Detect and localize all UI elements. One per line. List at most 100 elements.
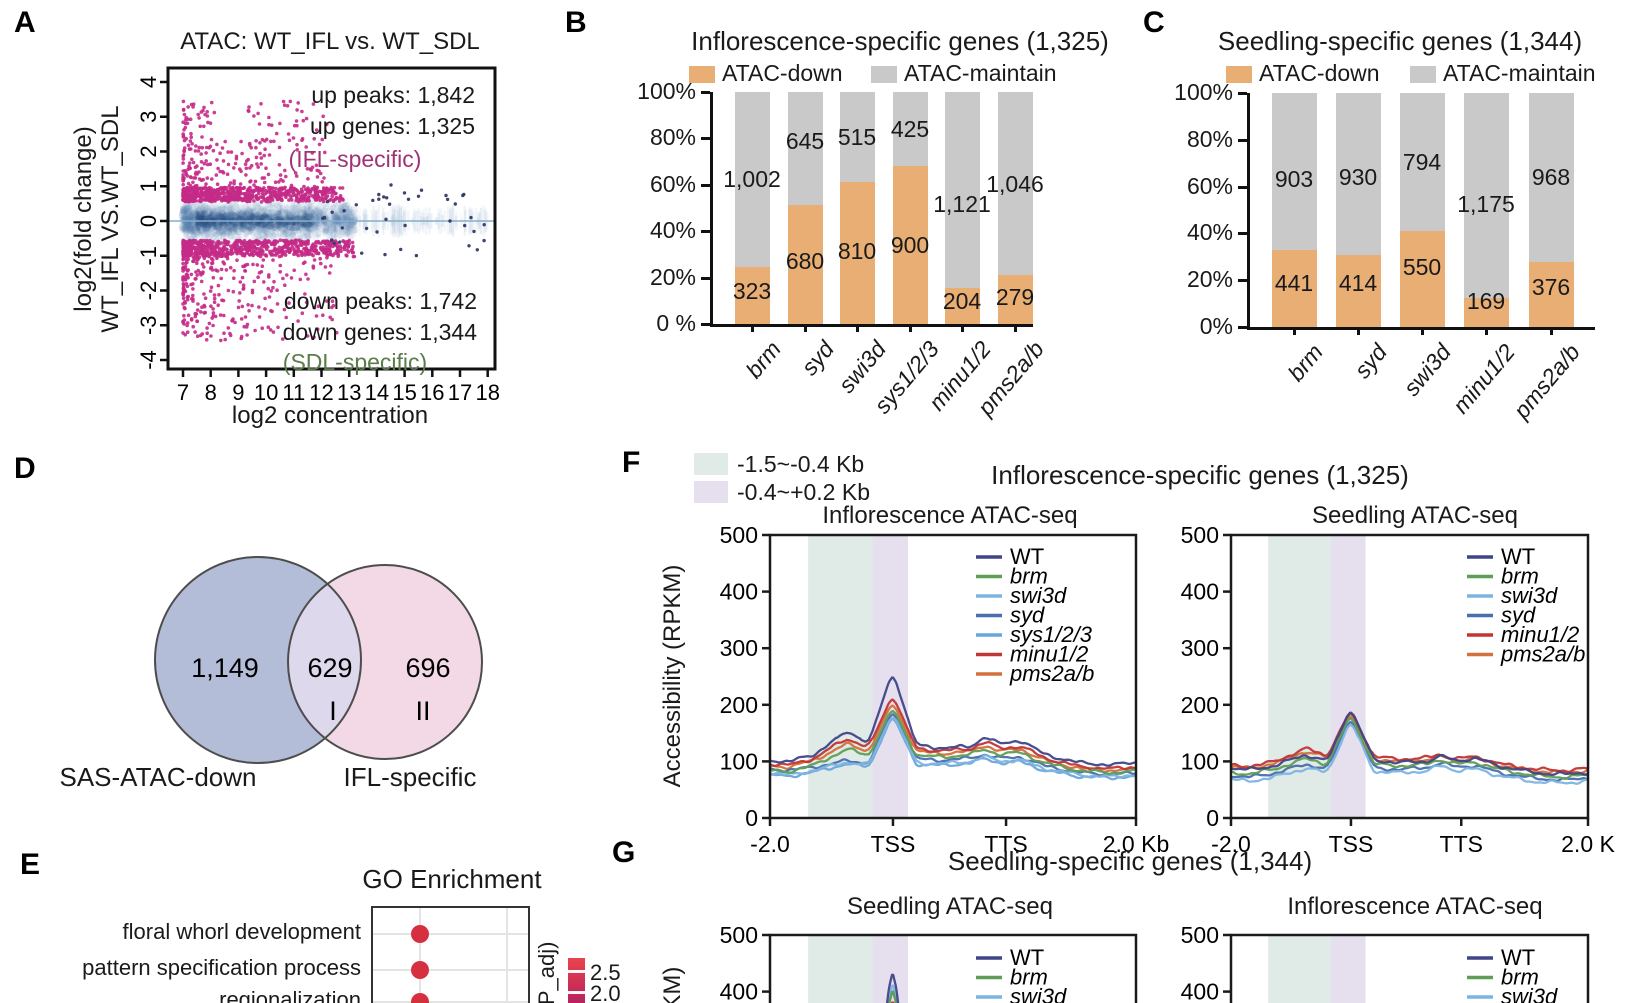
metaplot-x-tick-label: 2.0 K (1561, 831, 1615, 857)
bar-maintain-segment (944, 92, 980, 289)
y-tick (1238, 326, 1247, 329)
x-tick (961, 324, 964, 332)
legend-label-swi3d: swi3d (1501, 984, 1558, 1003)
bar-maintain-segment (1463, 93, 1509, 298)
bar-down-value: 810 (837, 238, 877, 264)
y-tick (1238, 279, 1247, 283)
metaplot-border (768, 933, 1138, 1003)
ma-right-sparse-points (321, 183, 486, 258)
metaplot-x-tick-label: -2.0 (1211, 831, 1251, 857)
band-tss-swatch (694, 481, 728, 503)
x-tick (751, 324, 754, 332)
y-tick (1238, 232, 1247, 236)
metaplot-y-tick-label: 400 (720, 979, 758, 1003)
bar-maintain-value: 930 (1338, 164, 1378, 190)
go-plot-box (371, 906, 530, 1003)
ma-y-tick-label: -3 (136, 315, 161, 335)
go-gridline-horizontal (373, 969, 528, 971)
x-tick (1485, 327, 1488, 335)
y-tick-label: 60% (649, 170, 696, 197)
y-tick-label: 20% (1186, 266, 1233, 293)
legend-label-pms2a/b: pms2a/b (1500, 642, 1585, 667)
venn-overlap-region (288, 565, 361, 759)
metaplot-border (1229, 533, 1590, 820)
metaplot-f-left: 500 400 300 200 100 0-2.0 TSS TTS 2.0 Kb WTbrmswi… (720, 522, 1170, 857)
bar-maintain-value: 1,121 (933, 191, 991, 217)
legend-label-minu1/2: minu1/2 (1010, 642, 1088, 667)
legend-label-WT: WT (1010, 945, 1044, 970)
legend-label-minu1/2: minu1/2 (1501, 622, 1579, 647)
ma-y-tick-label: 0 (136, 215, 161, 227)
bar-maintain-segment (787, 92, 823, 205)
x-tick (804, 324, 807, 332)
y-tick (1238, 92, 1247, 95)
go-gridline-vertical (506, 908, 508, 1003)
bar-down-segment (997, 275, 1033, 324)
legend-label-WT: WT (1501, 544, 1535, 569)
metaplot-f-right: 500 400 300 200 100 0-2.0 TSS TTS 2.0 K WTbrmswi3… (1181, 522, 1616, 857)
shaded-band (1268, 935, 1331, 1003)
atac-down-legend-c: ATAC-down (1259, 60, 1380, 86)
shaded-band (1330, 535, 1366, 818)
panel-label-f: F (622, 446, 641, 479)
bar-down-segment (892, 166, 928, 324)
series-line-brm (770, 710, 1136, 775)
legend-label-sys1/2/3: sys1/2/3 (1010, 622, 1093, 647)
y-tick-label: 60% (1186, 172, 1233, 199)
metaplot-f-right-title: Seedling ATAC-seq (1312, 502, 1518, 529)
y-tick-label: 80% (1186, 125, 1233, 152)
series-line-swi3d (1231, 723, 1588, 785)
bar-maintain-segment (1335, 93, 1381, 255)
metaplot-f-title: Inflorescence-specific genes (1,325) (991, 460, 1409, 490)
panel-label-a: A (14, 6, 36, 39)
metaplot-x-tick-label: TSS (1329, 831, 1374, 857)
metaplot-y-tick-label: 0 (745, 805, 758, 831)
go-dot (411, 925, 429, 943)
series-line-WT (1231, 711, 1588, 776)
metaplot-y-tick-label: 200 (720, 692, 758, 718)
series-line-swi3d (770, 716, 1136, 779)
go-colorbar-tickmark (568, 970, 585, 973)
y-tick (701, 137, 710, 141)
metaplot-g-title: Seedling-specific genes (1,344) (947, 846, 1313, 876)
metaplot-x-tick-label: -2.0 (750, 831, 790, 857)
go-dot (411, 993, 429, 1003)
bar-down-value: 414 (1338, 270, 1378, 296)
metaplot-y-tick-label: 500 (1181, 522, 1219, 548)
bar-maintain-value: 1,046 (986, 171, 1044, 197)
bar-down-segment (1463, 297, 1509, 327)
ma-x-tick-label: 17 (448, 380, 472, 405)
go-gridline-horizontal (373, 933, 528, 935)
ma-y-tick-label: 2 (136, 145, 161, 157)
ma-up-genes-annotation: up genes: 1,325 (310, 113, 475, 139)
y-tick-label: 80% (649, 124, 696, 151)
go-gridline-horizontal (373, 1001, 528, 1003)
y-axis-line (710, 92, 713, 327)
metaplot-x-tick-label: TTS (1440, 831, 1483, 857)
go-term-label: pattern specification process (82, 955, 361, 980)
bar-down-segment (1271, 250, 1317, 327)
metaplot-g-left-title: Seedling ATAC-seq (847, 893, 1053, 920)
y-axis-line (1247, 93, 1250, 330)
legend-label-pms2a/b: pms2a/b (1009, 661, 1094, 686)
panel-label-d: D (14, 452, 36, 485)
go-dot (411, 961, 429, 979)
legend-label-swi3d: swi3d (1501, 583, 1558, 608)
metaplot-y-tick-label: 500 (720, 922, 758, 948)
bar-maintain-value: 1,175 (1457, 191, 1515, 217)
venn-left-value: 1,149 (191, 653, 259, 683)
bar-down-segment (787, 204, 823, 324)
metaplot-g-right-title: Inflorescence ATAC-seq (1287, 893, 1543, 920)
bar-maintain-value: 515 (837, 124, 877, 150)
bar-maintain-segment (734, 92, 770, 268)
bar-maintain-value: 425 (890, 116, 930, 142)
